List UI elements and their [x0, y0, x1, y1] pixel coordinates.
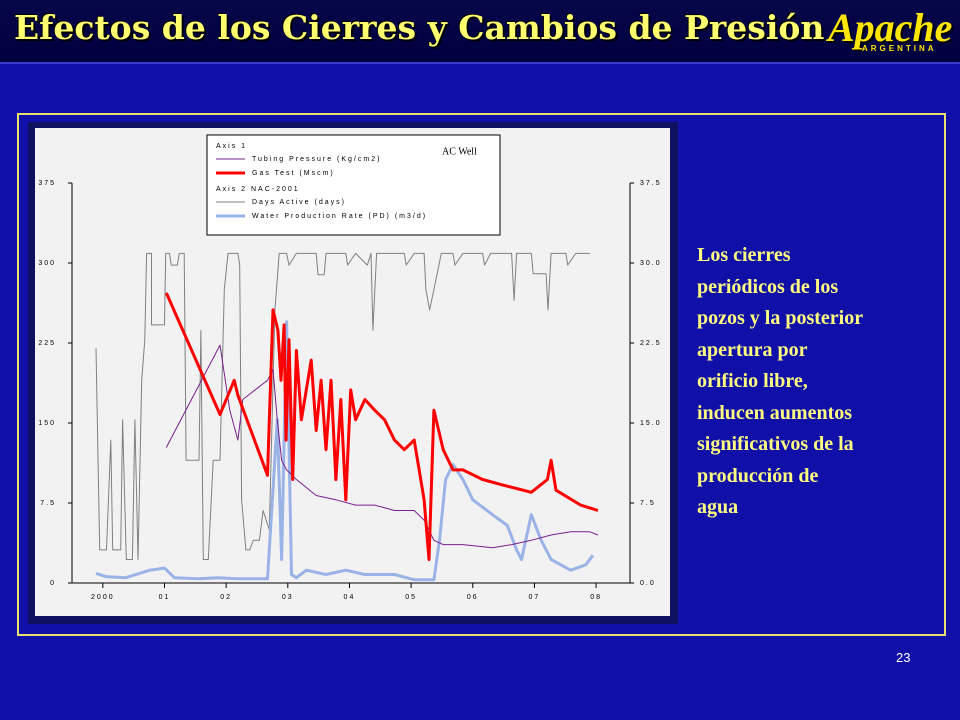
x-tick-label: 04	[344, 594, 356, 601]
body-line: periódicos de los	[697, 275, 839, 298]
y2-tick-label: 7.5	[640, 500, 656, 507]
body-line: agua	[697, 496, 739, 518]
frame	[17, 113, 946, 636]
legend-label: Days Active (days)	[252, 199, 346, 206]
y-tick-label: 300	[38, 260, 56, 267]
x-tick-label: 05	[405, 594, 417, 601]
legend-label: Gas Test (Mscm)	[252, 170, 335, 177]
y2-tick-label: 37.5	[640, 180, 662, 187]
body-line: producción de	[697, 464, 819, 487]
body-line: apertura por	[697, 338, 808, 361]
slide-title: Efectos de los Cierres y Cambios de Pres…	[14, 8, 825, 47]
x-tick-label: 03	[282, 594, 294, 601]
y-tick-label: 0	[50, 580, 56, 587]
series-line	[165, 344, 599, 549]
legend-group: Axis 1	[216, 143, 247, 150]
x-tick-label: 02	[220, 594, 232, 601]
title-bar	[0, 0, 960, 64]
page-number: 23	[896, 650, 911, 665]
legend-box	[206, 134, 501, 236]
y-tick-label: 150	[38, 420, 56, 427]
body-text: Los cierres periódicos de los pozos y la p…	[697, 240, 863, 524]
x-tick-label: 2000	[91, 594, 115, 601]
legend-group: Axis 2 NAC-2001	[216, 186, 300, 193]
body-line: inducen aumentos	[697, 401, 853, 424]
x-tick-label: 01	[159, 594, 171, 601]
body-line: Los cierres	[697, 244, 791, 266]
legend-label: Tubing Pressure (Kg/cm2)	[252, 156, 381, 163]
legend-label: Water Production Rate (PD) (m3/d)	[252, 213, 427, 220]
body-line: orificio libre,	[697, 370, 808, 392]
series-line	[164, 292, 599, 561]
annotation: AC Well	[442, 146, 477, 157]
y-tick-label: 225	[38, 340, 56, 347]
y2-tick-label: 0.0	[640, 580, 656, 587]
y2-tick-label: 30.0	[640, 260, 662, 267]
series-line	[95, 320, 595, 582]
y-tick-label: 7.5	[40, 500, 56, 507]
y2-tick-label: 15.0	[640, 420, 662, 427]
logo: Apache	[828, 5, 953, 50]
x-tick-label: 07	[529, 594, 541, 601]
body-line: pozos y la posterior	[697, 307, 864, 329]
logo-sub: ARGENTINA	[862, 44, 937, 53]
body-line: significativos de la	[697, 433, 854, 455]
y2-tick-label: 22.5	[640, 340, 662, 347]
y-tick-label: 375	[38, 180, 56, 187]
x-tick-label: 08	[590, 594, 602, 601]
series-line	[95, 252, 590, 560]
x-tick-label: 06	[467, 594, 479, 601]
